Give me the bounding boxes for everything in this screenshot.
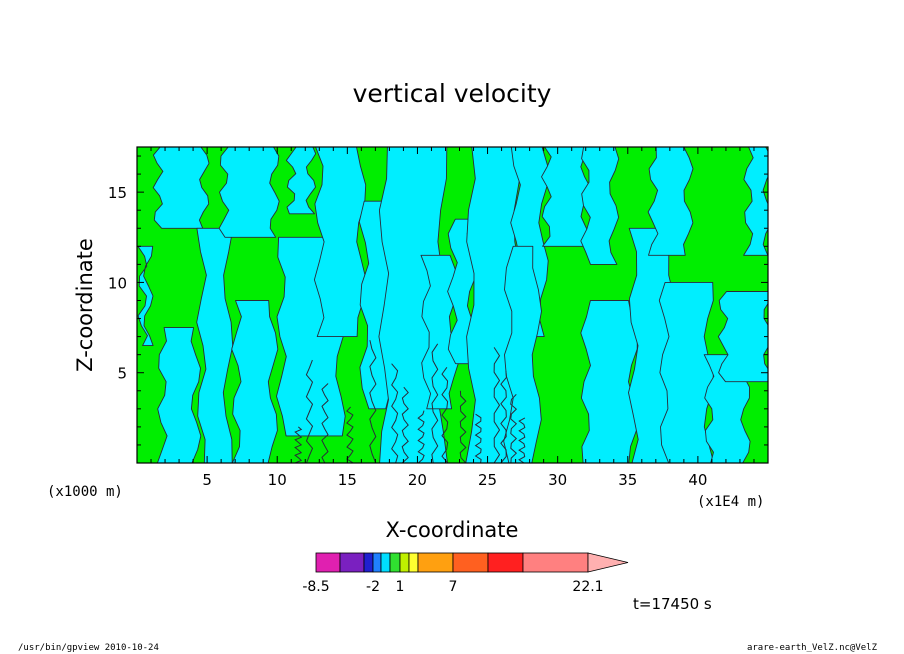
colorbar-bin (522, 552, 589, 573)
colorbar-bin (452, 552, 489, 573)
turbulent-contour (305, 359, 314, 463)
colorbar-arrow (587, 552, 629, 573)
colorbar-bin (408, 552, 419, 573)
colorbar-tick-label: 22.1 (572, 579, 603, 595)
turbulent-contour (369, 340, 377, 463)
turbulent-contour (401, 386, 409, 463)
positive-region (218, 147, 280, 238)
colorbar-bin (487, 552, 524, 573)
colorbar-tick-label: 7 (449, 579, 458, 595)
colorbar-tick-label: -2 (366, 579, 380, 595)
positive-region (137, 245, 154, 347)
colorbar-tick-label: 1 (396, 579, 405, 595)
x-tick-label: 5 (202, 471, 212, 489)
positive-region (647, 147, 694, 256)
positive-region (285, 147, 317, 215)
turbulent-contour (321, 383, 329, 463)
x-tick-label: 25 (478, 471, 497, 489)
colorbar-bin (339, 552, 365, 573)
time-label: t=17450 s (633, 595, 712, 613)
turbulent-contour (474, 413, 482, 463)
x-tick-label: 15 (338, 471, 357, 489)
turbulent-contour (431, 343, 439, 463)
x-units-left: (x1000 m) (47, 484, 123, 500)
chart-title: vertical velocity (353, 79, 552, 108)
positive-region (156, 327, 202, 463)
turbulent-contour (441, 367, 449, 463)
x-tick-label: 10 (268, 471, 287, 489)
colorbar-bin (399, 552, 410, 573)
footer-right: arare-earth_VelZ.nc@VelZ (747, 643, 878, 653)
contour-plot: 5 10 15 20 25 30 35 40 5 10 15 (108, 146, 769, 489)
colorbar: -8.5 -2 1 7 22.1 (302, 552, 629, 595)
positive-region (503, 245, 542, 463)
x-tick-label: 35 (618, 471, 637, 489)
colorbar-bin (363, 552, 374, 573)
x-axis-ticks: 5 10 15 20 25 30 35 40 (150, 147, 755, 489)
turbulent-contour (346, 406, 354, 463)
colorbar-bin (315, 552, 341, 573)
turbulent-contours (294, 340, 526, 463)
turbulent-contour (294, 426, 303, 463)
x-tick-label: 40 (688, 471, 707, 489)
positive-region (152, 147, 210, 229)
turbulent-contour (518, 417, 526, 463)
positive-region (743, 147, 768, 256)
x-units-right: (x1E4 m) (697, 494, 764, 510)
plot-frame (136, 146, 769, 464)
positive-region (658, 281, 715, 463)
positive-velocity-regions (137, 147, 768, 463)
turbulent-contour (417, 410, 425, 463)
colorbar-bin (380, 552, 391, 573)
y-tick-label: 15 (108, 184, 127, 202)
positive-region (717, 291, 768, 383)
x-tick-label: 30 (548, 471, 567, 489)
turbulent-contour (391, 363, 399, 463)
colorbar-bin (417, 552, 454, 573)
colorbar-tick-label: -8.5 (302, 579, 329, 595)
turbulent-contour (459, 390, 467, 463)
turbulent-contour (500, 370, 507, 463)
x-axis-label: X-coordinate (386, 518, 519, 542)
y-axis-label: Z-coordinate (73, 238, 97, 372)
positive-region (541, 147, 591, 247)
x-tick-label: 20 (408, 471, 427, 489)
turbulent-contour (510, 394, 518, 463)
footer-left: /usr/bin/gpview 2010-10-24 (18, 643, 159, 653)
colorbar-bin (372, 552, 382, 573)
positive-region (580, 147, 620, 265)
y-axis-ticks: 5 10 15 (108, 155, 768, 446)
positive-region (231, 300, 279, 463)
y-tick-label: 5 (117, 365, 127, 383)
colorbar-bin (389, 552, 401, 573)
turbulent-contour (493, 347, 501, 463)
y-tick-label: 10 (108, 274, 127, 292)
